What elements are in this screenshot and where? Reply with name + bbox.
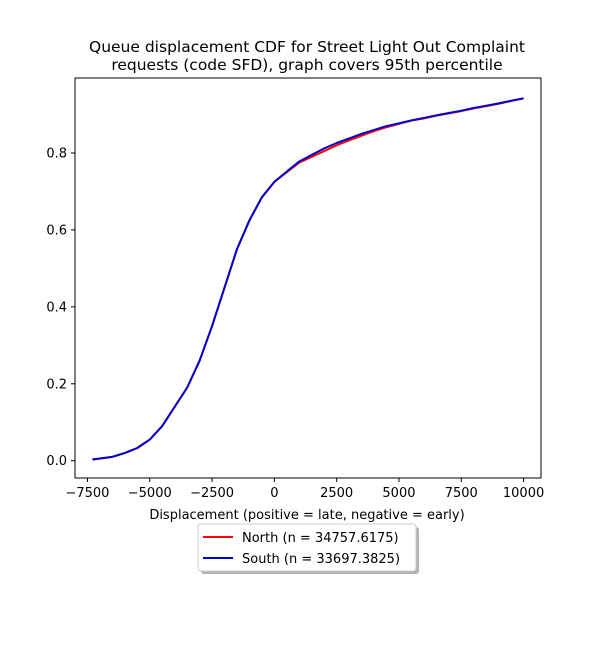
y-tick-label: 0.8 bbox=[46, 147, 67, 162]
legend-label-south: South (n = 33697.3825) bbox=[242, 552, 400, 567]
x-axis: −7500 −5000 −2500 0 2500 5000 7500 10000 bbox=[65, 478, 544, 501]
y-axis: 0.0 0.2 0.4 0.6 0.8 bbox=[46, 147, 75, 469]
chart-title-line-1: Queue displacement CDF for Street Light … bbox=[89, 38, 525, 56]
y-tick-label: 0.2 bbox=[46, 377, 67, 392]
y-tick-label: 0.0 bbox=[46, 454, 67, 469]
x-tick-label: 5000 bbox=[382, 486, 415, 501]
chart-title-line-2: requests (code SFD), graph covers 95th p… bbox=[111, 56, 502, 74]
x-tick-label: 7500 bbox=[445, 486, 478, 501]
series-lines bbox=[92, 97, 524, 461]
x-tick-label: 0 bbox=[270, 486, 278, 501]
series-line-1 bbox=[92, 97, 524, 461]
legend-box bbox=[197, 523, 417, 572]
legend: North (n = 34757.6175) South (n = 33697.… bbox=[197, 523, 419, 574]
x-tick-label: −5000 bbox=[128, 486, 172, 501]
x-tick-label: −2500 bbox=[190, 486, 234, 501]
y-tick-label: 0.6 bbox=[46, 223, 67, 238]
legend-label-north: North (n = 34757.6175) bbox=[242, 531, 399, 546]
x-tick-label: 10000 bbox=[503, 486, 544, 501]
x-tick-label: −7500 bbox=[65, 486, 109, 501]
plot-area bbox=[74, 77, 542, 479]
y-tick-label: 0.4 bbox=[46, 300, 67, 315]
x-tick-label: 2500 bbox=[320, 486, 353, 501]
x-axis-label: Displacement (positive = late, negative … bbox=[149, 508, 464, 523]
